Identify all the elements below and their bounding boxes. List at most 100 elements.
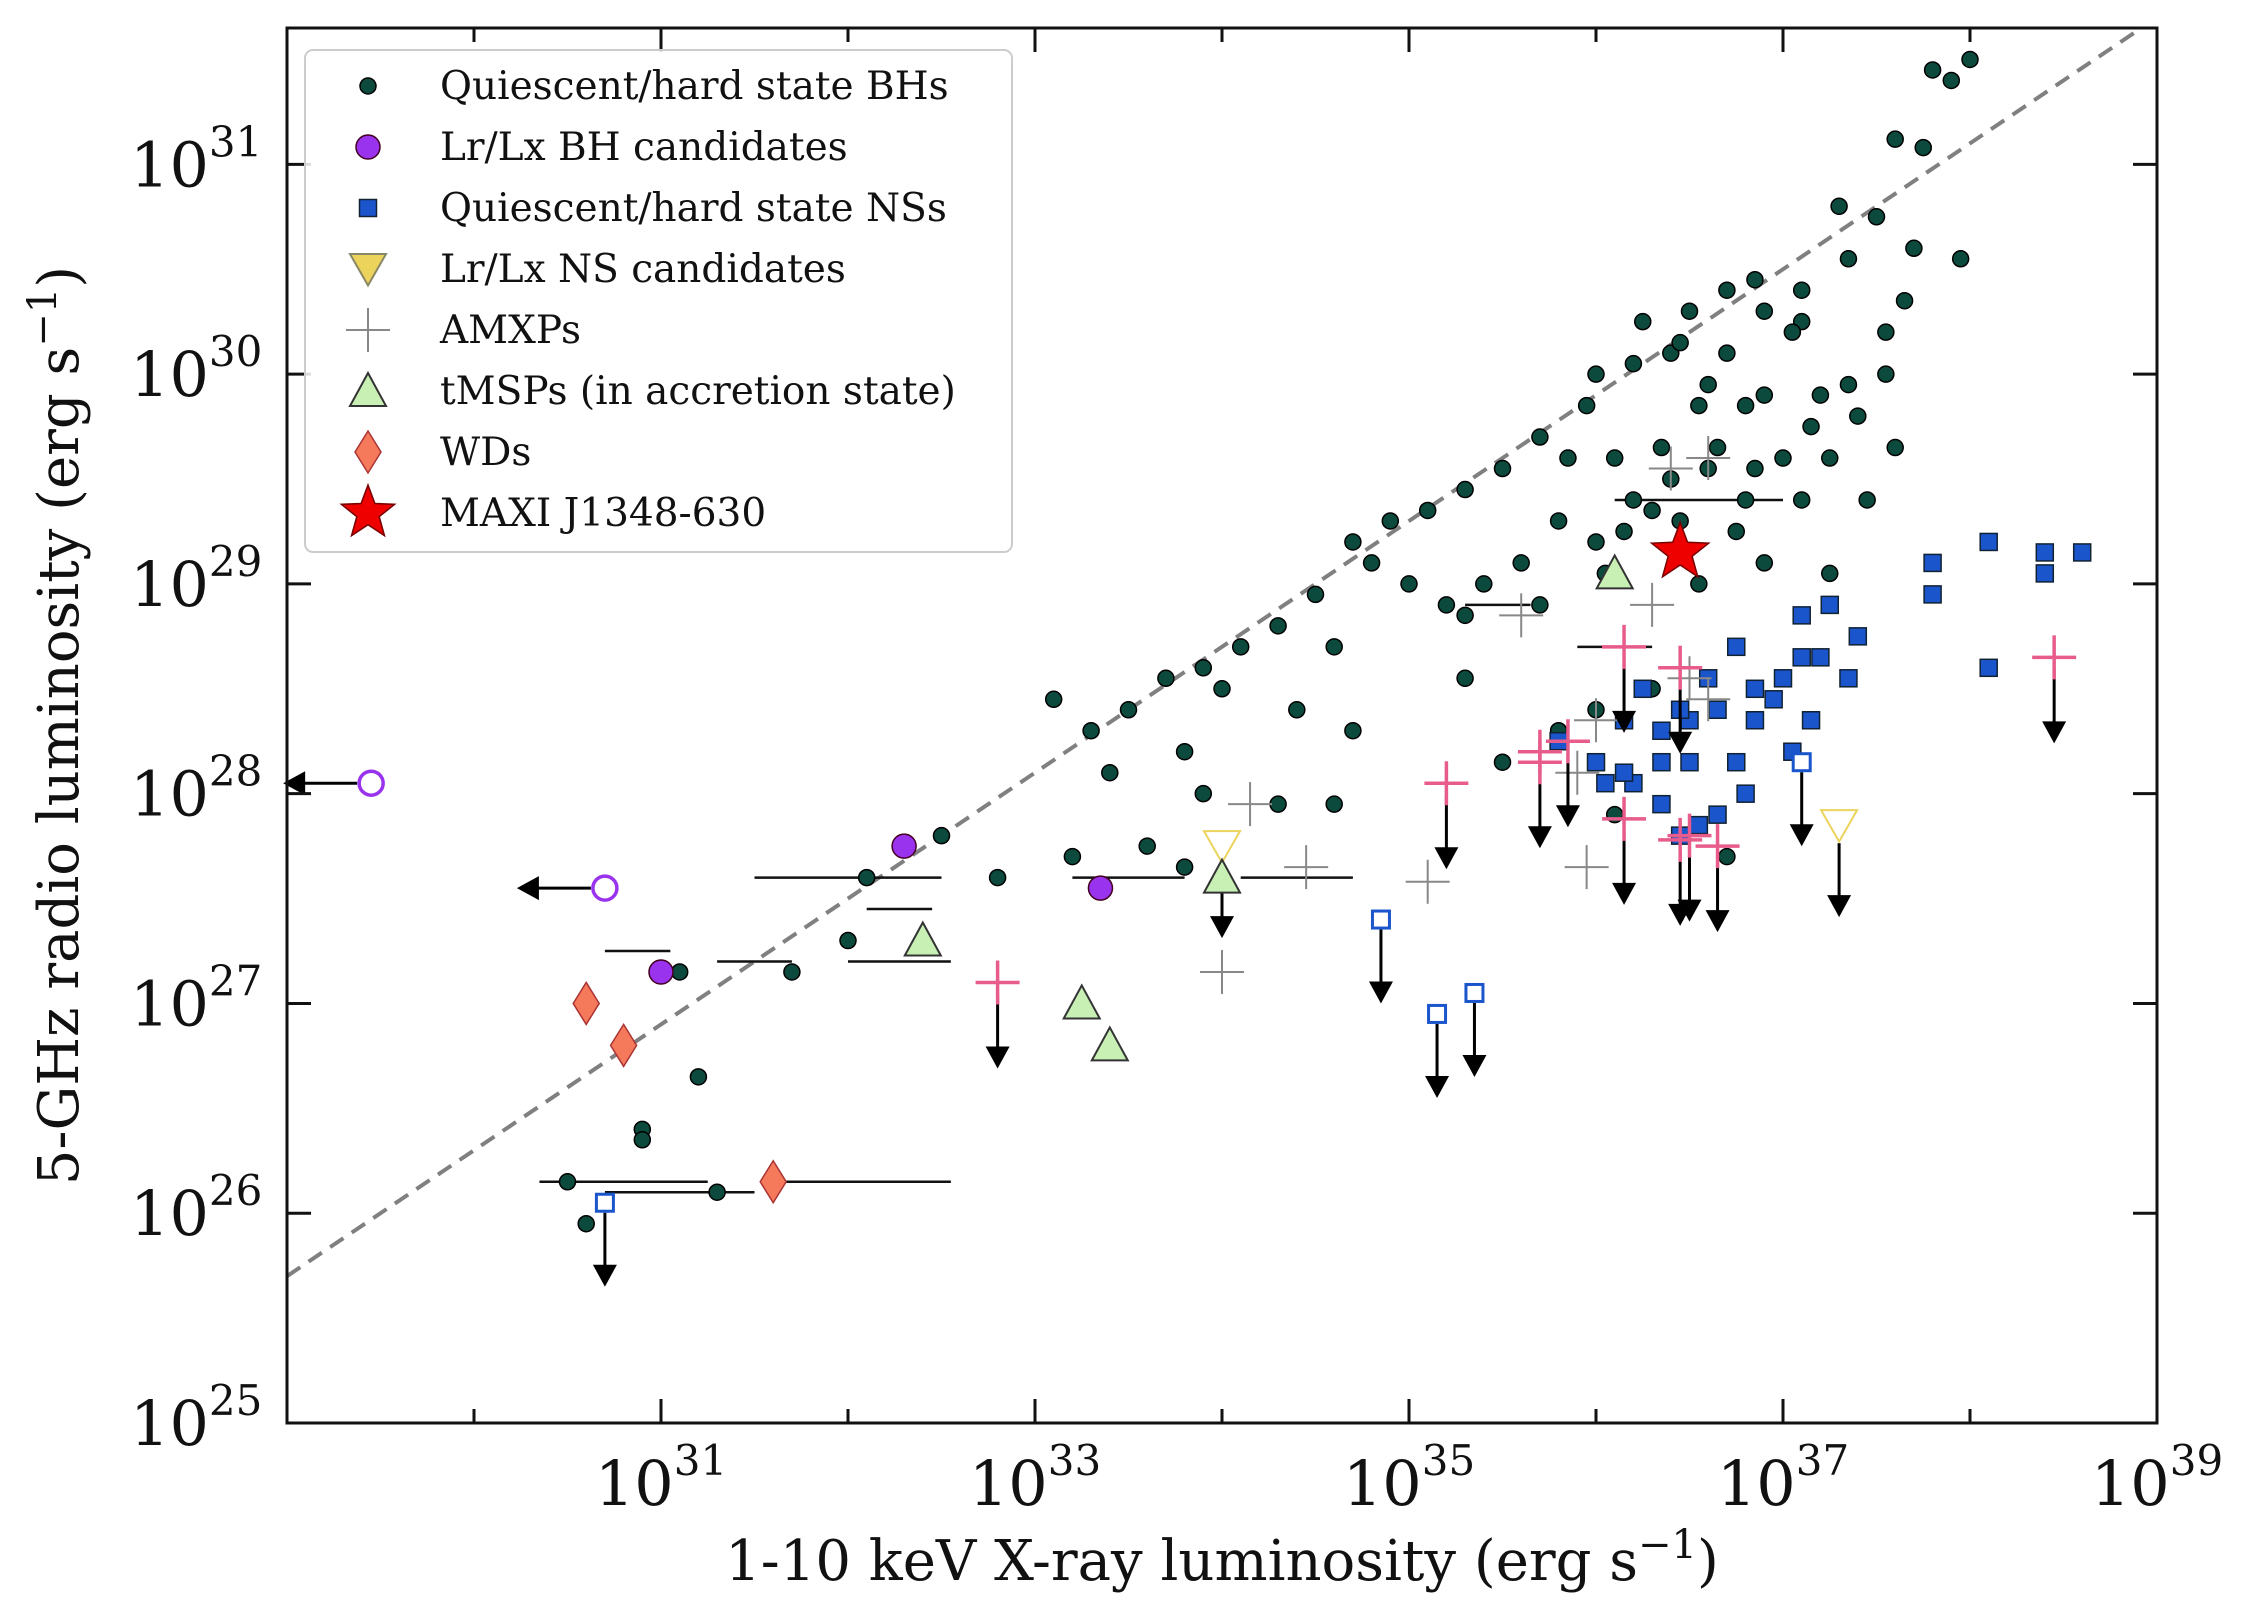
ns-point xyxy=(1708,805,1727,824)
bh-point xyxy=(1811,386,1830,404)
y-tick-label-exp: 28 xyxy=(209,747,262,796)
bh-point xyxy=(1456,669,1474,688)
ns-point xyxy=(1680,752,1699,772)
x-tick-label-base: 10 xyxy=(595,1447,674,1520)
ns-point xyxy=(1652,794,1671,814)
amxp-grey-point xyxy=(1630,582,1675,627)
amxp-grey-point xyxy=(1405,859,1450,904)
amxp-pink-point xyxy=(1658,645,1703,690)
x-tick-label-exp: 37 xyxy=(1796,1436,1849,1485)
amxp-pink-point xyxy=(1602,796,1647,841)
bh-point xyxy=(1821,449,1839,467)
bh-point xyxy=(1858,491,1876,509)
bh-point xyxy=(783,963,801,981)
y-tick-label-base: 10 xyxy=(130,1387,209,1460)
y-tick-label-base: 10 xyxy=(130,1177,209,1250)
amxp-grey-point xyxy=(1499,593,1544,638)
ns-upper-limit-point xyxy=(594,1192,615,1213)
y-tick-label-exp: 27 xyxy=(209,956,262,1005)
legend-label: MAXI J1348-630 xyxy=(440,491,766,536)
bh-point xyxy=(857,868,876,887)
bh-point xyxy=(1456,480,1474,499)
ns-upper-limit-arrow-head xyxy=(1462,1054,1487,1077)
nsc-upper-limit-arrow-head xyxy=(1827,895,1852,918)
bh-point xyxy=(1746,459,1764,478)
bh-point xyxy=(1362,554,1381,572)
y-tick-label-base: 10 xyxy=(130,128,209,201)
legend-label: AMXPs xyxy=(439,308,581,353)
bh-point xyxy=(1101,763,1119,782)
ns-point xyxy=(1764,690,1783,709)
bh-point xyxy=(1690,396,1708,415)
y-tick-label: 1029 xyxy=(130,537,262,621)
bh-point xyxy=(1839,375,1858,394)
x-tick-label-base: 10 xyxy=(969,1447,1048,1520)
bh-point xyxy=(1194,659,1213,677)
bh-point xyxy=(1531,596,1549,614)
nsc-upper-limit-arrow-head xyxy=(1210,916,1234,939)
bhc-point xyxy=(648,959,674,985)
bh-point xyxy=(1624,491,1643,509)
x-tick-label-base: 10 xyxy=(1717,1447,1796,1520)
y-tick-label-exp: 25 xyxy=(209,1376,262,1425)
bh-point xyxy=(1344,533,1362,551)
amxp-upper-limit-arrow-head xyxy=(1555,805,1580,828)
bh-point xyxy=(1792,491,1811,509)
y-tick-label-exp: 26 xyxy=(209,1166,262,1215)
bh-point xyxy=(1942,71,1961,90)
legend: Quiescent/hard state BHs Lr/Lx BH candida… xyxy=(304,49,1013,553)
ns-point xyxy=(1979,532,1998,552)
bh-point xyxy=(1905,239,1923,258)
y-tick-label-base: 10 xyxy=(130,548,209,621)
bh-point xyxy=(1802,417,1820,436)
amxp-upper-limit-arrow-head xyxy=(2042,721,2067,744)
ns-upper-limit-arrow-head xyxy=(1789,824,1814,847)
bh-point xyxy=(1634,312,1652,331)
bh-point xyxy=(1718,281,1736,299)
bh-point xyxy=(1671,333,1689,352)
ns-point xyxy=(1652,721,1671,740)
bh-point xyxy=(1269,617,1287,635)
ns-point xyxy=(1689,815,1709,835)
bh-point xyxy=(1718,344,1736,362)
bh-point xyxy=(1877,323,1895,341)
amxp-grey-point xyxy=(1686,677,1731,722)
y-tick-label: 1026 xyxy=(130,1166,262,1250)
bh-point xyxy=(1867,208,1886,226)
bh-point xyxy=(670,963,689,981)
legend-marker-maxi xyxy=(339,482,397,538)
bh-point xyxy=(1400,575,1418,593)
legend-entry-bhc: Lr/Lx BH candidates xyxy=(355,125,848,170)
y-tick-label: 1027 xyxy=(130,956,262,1040)
bh-point xyxy=(1727,522,1745,541)
bh-point xyxy=(1708,438,1727,457)
bh-point xyxy=(1736,491,1755,509)
bh-point xyxy=(1325,638,1343,656)
bh-point xyxy=(1830,197,1848,216)
bh-point xyxy=(839,931,857,950)
amxp-upper-limit-arrow-head xyxy=(1434,847,1459,870)
y-axis-label-text: 5-GHz radio luminosity (erg s xyxy=(27,347,92,1185)
bh-point xyxy=(1746,270,1764,289)
bh-point xyxy=(1549,512,1568,530)
maxi-point xyxy=(1649,520,1711,579)
bh-point xyxy=(1493,459,1512,478)
amxp-upper-limit-arrow-head xyxy=(1668,731,1693,754)
legend-label: tMSPs (in accretion state) xyxy=(440,369,956,414)
amxp-upper-limit-arrow-head xyxy=(1527,826,1552,849)
bh-point xyxy=(1755,302,1774,320)
amxp-upper-limit-arrow-head xyxy=(985,1046,1010,1069)
y-axis-label-suffix: ) xyxy=(27,266,92,288)
legend-entry-nsc: Lr/Lx NS candidates xyxy=(348,247,846,292)
y-axis-label: 5-GHz radio luminosity (erg s−1) xyxy=(20,266,92,1185)
amxp-grey-point xyxy=(1648,446,1693,491)
amxp-pink-point xyxy=(975,960,1020,1005)
bh-point xyxy=(1774,449,1792,467)
bh-point xyxy=(1175,742,1194,761)
bh-point xyxy=(1877,365,1895,383)
y-tick-label-base: 10 xyxy=(130,758,209,831)
ns-point xyxy=(2035,564,2055,583)
bh-point xyxy=(1344,721,1362,740)
bh-point xyxy=(1783,323,1802,341)
y-tick-label-exp: 30 xyxy=(209,327,262,376)
